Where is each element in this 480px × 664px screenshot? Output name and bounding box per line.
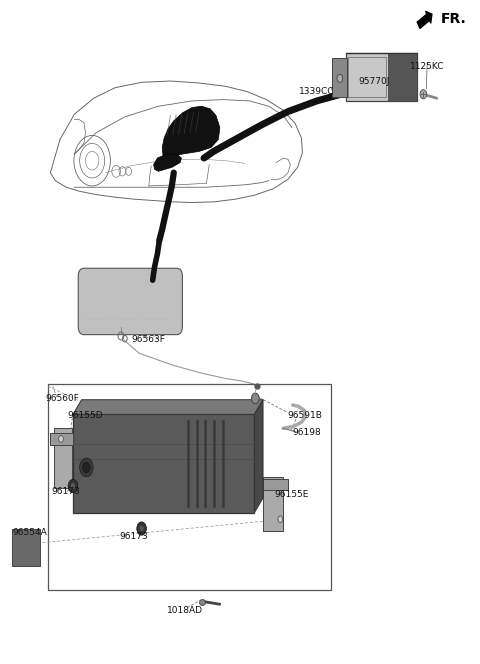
FancyBboxPatch shape <box>78 268 182 335</box>
FancyBboxPatch shape <box>346 53 417 101</box>
Text: 1018AD: 1018AD <box>167 606 203 616</box>
FancyBboxPatch shape <box>263 479 288 490</box>
Circle shape <box>83 462 90 473</box>
Text: 96155E: 96155E <box>275 490 309 499</box>
Circle shape <box>68 479 78 493</box>
Text: 96173: 96173 <box>119 532 148 541</box>
Circle shape <box>420 90 427 99</box>
Circle shape <box>337 74 343 82</box>
Text: 95770J: 95770J <box>359 77 390 86</box>
FancyBboxPatch shape <box>50 433 73 445</box>
Circle shape <box>137 522 146 535</box>
FancyArrow shape <box>417 11 432 29</box>
Text: 96560F: 96560F <box>46 394 80 403</box>
FancyBboxPatch shape <box>54 428 72 488</box>
Text: 1125KC: 1125KC <box>410 62 444 71</box>
Text: 96155D: 96155D <box>67 410 103 420</box>
FancyBboxPatch shape <box>332 58 347 97</box>
Polygon shape <box>254 400 263 513</box>
FancyBboxPatch shape <box>388 53 417 101</box>
Text: 96554A: 96554A <box>12 528 47 537</box>
Polygon shape <box>73 400 263 414</box>
Circle shape <box>71 483 75 489</box>
Text: 96198: 96198 <box>293 428 322 438</box>
Text: FR.: FR. <box>441 11 467 26</box>
Circle shape <box>252 393 259 404</box>
Polygon shape <box>162 106 220 158</box>
Circle shape <box>139 525 144 532</box>
Circle shape <box>80 458 93 477</box>
Text: 1339CC: 1339CC <box>299 87 335 96</box>
Bar <box>48 384 331 590</box>
FancyBboxPatch shape <box>73 414 254 513</box>
Circle shape <box>59 436 63 442</box>
Polygon shape <box>154 154 181 171</box>
Text: 96591B: 96591B <box>287 410 322 420</box>
FancyBboxPatch shape <box>263 477 283 531</box>
FancyBboxPatch shape <box>12 529 40 566</box>
Circle shape <box>278 516 283 523</box>
Text: 96563F: 96563F <box>131 335 165 345</box>
Text: 96173: 96173 <box>52 487 81 496</box>
